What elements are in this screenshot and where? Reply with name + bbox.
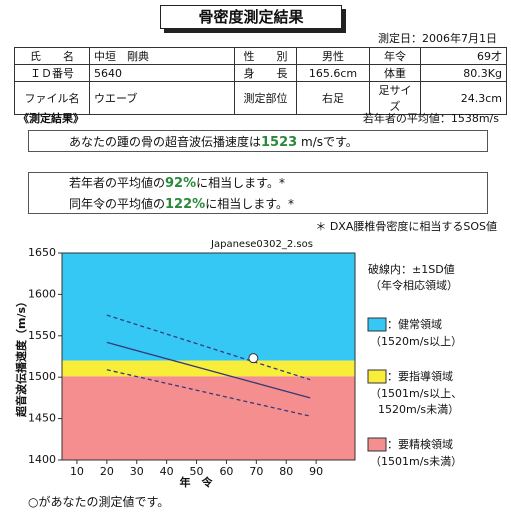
- info-cell: 足サイズ: [369, 81, 421, 115]
- info-cell: 165.6cm: [296, 64, 370, 82]
- x-tick-label: 80: [279, 465, 293, 478]
- comparison-value: 92%: [165, 176, 197, 191]
- x-tick-label: 10: [70, 465, 84, 478]
- comparison-text: 同年令の平均値の: [69, 197, 166, 211]
- info-row: ＩＤ番号 5640 身 長 165.6cm 体重 80.3Kg: [14, 64, 507, 82]
- info-cell: 測定部位: [234, 81, 297, 115]
- info-cell: 5640: [89, 64, 235, 82]
- comparison-text: に相当します。*: [205, 197, 294, 211]
- legend-label: ：健常領域: [387, 317, 442, 331]
- y-axis-label: 超音波伝播速度（m/s）: [14, 296, 28, 418]
- comparison-box: 若年者の平均値の92%に相当します。* 同年令の平均値の122%に相当します。*: [28, 172, 488, 214]
- info-cell: 男性: [296, 47, 370, 65]
- comparison-text: 若年者の平均値の: [69, 176, 166, 190]
- legend-title: （年令相応領域）: [370, 278, 458, 292]
- section-heading: 《測定結果》: [18, 112, 84, 125]
- page-title: 骨密度測定結果: [160, 5, 342, 29]
- speed-box: あなたの踵の骨の超音波伝播速度は1523 m/sです。: [28, 130, 488, 152]
- legend-title: 破線内：±1SD値: [368, 262, 455, 276]
- note: ＊ DXA腰椎骨密度に相当するSOS値: [315, 220, 497, 233]
- comparison-line: 同年令の平均値の122%に相当します。*: [69, 194, 487, 215]
- y-tick-label: 1550: [28, 329, 56, 342]
- speed-unit: m/sです。: [297, 135, 358, 149]
- comparison-line: 若年者の平均値の92%に相当します。*: [69, 173, 487, 194]
- info-cell: 24.3cm: [420, 81, 507, 115]
- comparison-value: 122%: [165, 197, 206, 212]
- legend-range: （1520m/s以上）: [370, 335, 462, 348]
- legend-swatch: [367, 369, 387, 384]
- young-mean: 若年者の平均値：1538m/s: [362, 112, 499, 125]
- series-line: [106, 341, 311, 399]
- info-cell: 氏 名: [14, 47, 90, 65]
- band: [62, 253, 355, 361]
- footer: ○があなたの測定値です。: [28, 495, 170, 509]
- x-tick-label: 40: [160, 465, 174, 478]
- speed-text: あなたの踵の骨の超音波伝播速度は: [69, 135, 262, 149]
- legend-range: 1520m/s未満）: [378, 403, 459, 416]
- legend-swatch: [367, 317, 387, 332]
- info-row: 氏 名中垣 剛典性 別男性 年令 69才: [14, 47, 507, 65]
- info-cell: 性 別: [234, 47, 297, 65]
- measurement-point: [248, 353, 259, 364]
- info-cell: ＩＤ番号: [14, 64, 90, 82]
- x-tick-label: 50: [190, 465, 204, 478]
- info-cell: ファイル名: [14, 81, 90, 115]
- info-cell: 年令: [369, 47, 421, 65]
- y-tick-label: 1450: [28, 412, 56, 425]
- x-tick-label: 70: [249, 465, 263, 478]
- y-tick-label: 1600: [28, 287, 56, 300]
- x-tick-label: 30: [130, 465, 144, 478]
- legend-label: ：要精検領域: [387, 437, 453, 451]
- info-cell: ウエーブ: [89, 81, 235, 115]
- y-tick-label: 1400: [28, 453, 56, 466]
- info-cell: 右足: [296, 81, 370, 115]
- legend-range: （1501m/s以上、: [370, 387, 462, 400]
- info-row: ファイル名 ウエーブ 測定部位 右足 足サイズ 24.3cm: [14, 81, 507, 115]
- info-table: 氏 名中垣 剛典性 別男性 年令 69才 ＩＤ番号 5640 身 長 165.6cm 体重 80…: [14, 47, 507, 115]
- series-line: [106, 314, 311, 381]
- y-tick-label: 1650: [28, 246, 56, 259]
- speed-value: 1523: [261, 135, 298, 150]
- chart-title: Japanese0302_2.sos: [210, 239, 313, 250]
- x-tick-label: 90: [309, 465, 323, 478]
- legend-label: ：要指導領域: [387, 369, 453, 383]
- x-tick-label: 60: [219, 465, 233, 478]
- x-axis-label: 年 令: [180, 475, 214, 489]
- info-cell: 中垣 剛典: [89, 47, 235, 65]
- info-cell: 体重: [369, 64, 421, 82]
- legend-swatch: [367, 437, 387, 452]
- band: [62, 360, 355, 377]
- comparison-text: に相当します。*: [196, 176, 285, 190]
- info-cell: 69才: [420, 47, 507, 65]
- info-cell: 80.3Kg: [420, 64, 507, 82]
- x-tick-label: 20: [100, 465, 114, 478]
- plot-frame: [61, 252, 356, 461]
- band: [62, 376, 355, 460]
- legend-range: （1501m/s未満）: [370, 455, 462, 468]
- y-tick-label: 1500: [28, 370, 56, 383]
- date: 測定日：2006年7月1日: [378, 32, 497, 45]
- info-cell: 身 長: [234, 64, 297, 82]
